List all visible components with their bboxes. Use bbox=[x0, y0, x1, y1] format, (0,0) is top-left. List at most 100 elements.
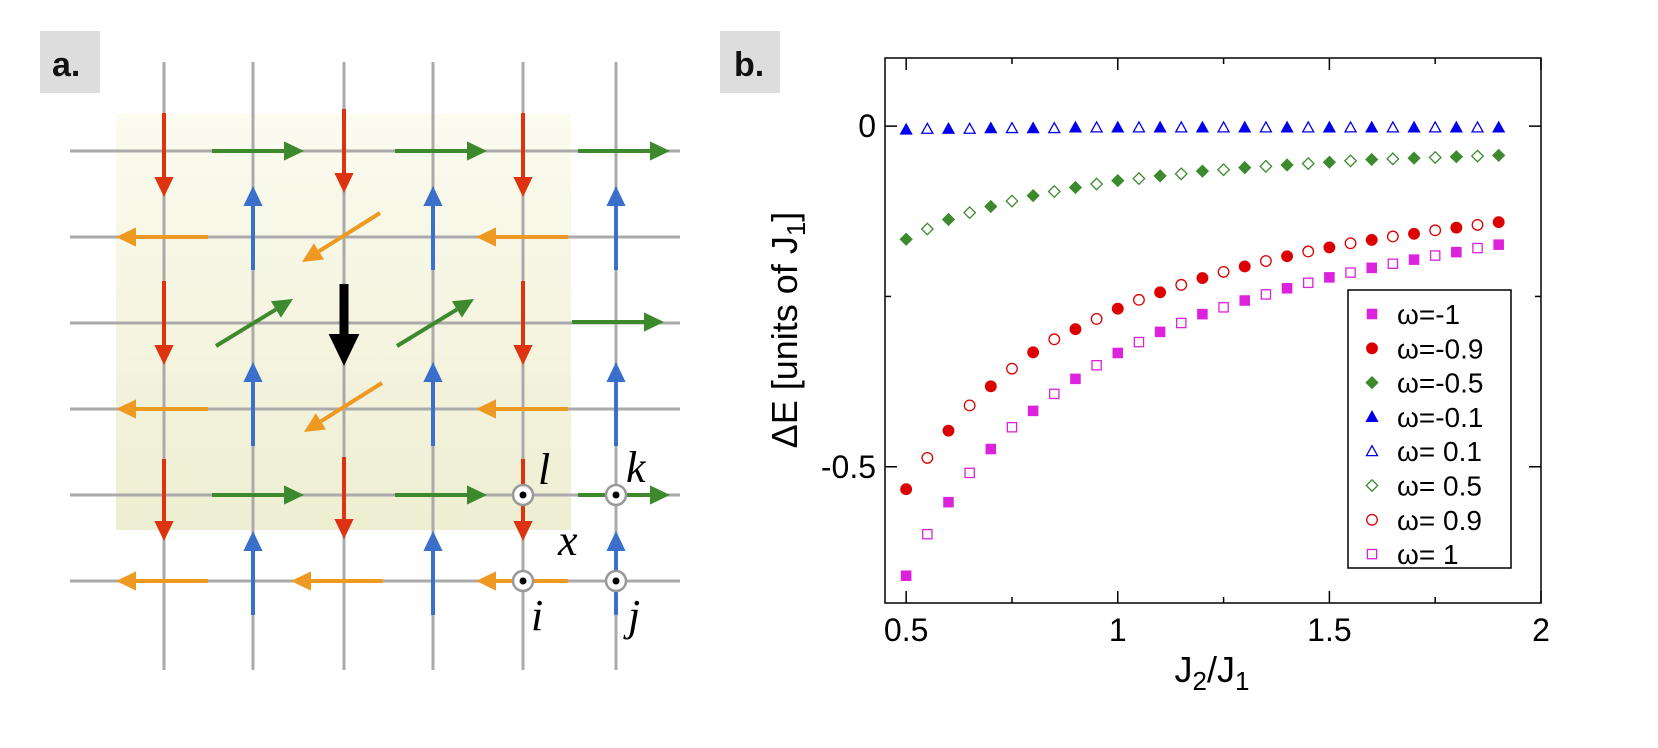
legend-marker bbox=[1366, 342, 1378, 355]
data-point bbox=[1281, 250, 1293, 263]
arrow-head bbox=[334, 519, 354, 539]
spin-arrow-up bbox=[243, 531, 263, 615]
spin-arrow-left bbox=[116, 571, 208, 591]
data-point bbox=[1196, 272, 1209, 284]
data-point bbox=[941, 212, 956, 227]
arrow-head bbox=[644, 312, 664, 332]
data-point bbox=[1449, 120, 1463, 133]
site-l bbox=[511, 483, 535, 507]
data-point bbox=[1281, 282, 1293, 294]
data-point bbox=[1216, 163, 1231, 177]
data-point bbox=[1239, 295, 1251, 306]
spin-arrow-right bbox=[395, 485, 487, 505]
data-point bbox=[1322, 155, 1337, 169]
legend-marker bbox=[1365, 478, 1379, 493]
data-point bbox=[941, 122, 956, 134]
site-label-i: i bbox=[531, 591, 543, 640]
arrow-head bbox=[606, 531, 626, 551]
data-point bbox=[1428, 150, 1442, 165]
spin-arrow-left bbox=[476, 399, 568, 419]
legend-marker bbox=[1365, 375, 1379, 390]
arrow-head bbox=[154, 345, 174, 365]
series bbox=[900, 216, 1505, 496]
data-point bbox=[1006, 362, 1018, 375]
spin-arrow-up bbox=[423, 186, 443, 270]
site-label-l: l bbox=[538, 445, 550, 494]
x-tick-label: 1 bbox=[1109, 612, 1127, 648]
spin-arrow-down bbox=[154, 281, 174, 365]
data-point bbox=[1153, 120, 1167, 133]
arrow-head bbox=[304, 413, 327, 432]
data-point bbox=[1386, 120, 1400, 133]
data-point bbox=[1343, 120, 1358, 133]
data-point bbox=[1450, 221, 1463, 234]
data-point bbox=[1471, 218, 1484, 231]
data-point bbox=[1027, 346, 1040, 359]
spin-arrow-left bbox=[116, 227, 208, 247]
spin-arrow-right bbox=[395, 141, 487, 161]
data-point bbox=[1322, 120, 1336, 133]
data-point bbox=[943, 496, 954, 508]
data-point bbox=[1323, 241, 1336, 254]
data-point bbox=[985, 443, 997, 455]
data-point bbox=[1195, 164, 1210, 178]
data-point bbox=[1301, 156, 1315, 171]
data-point bbox=[1090, 120, 1104, 133]
data-point bbox=[1408, 227, 1420, 240]
arrow-head bbox=[513, 521, 533, 541]
series bbox=[920, 149, 1485, 236]
arrow-head bbox=[243, 531, 263, 551]
legend-marker bbox=[1366, 513, 1378, 526]
arrow-head bbox=[154, 177, 174, 197]
data-point bbox=[1174, 167, 1188, 181]
data-point bbox=[984, 121, 998, 134]
data-point bbox=[1259, 120, 1273, 133]
data-point bbox=[1068, 120, 1083, 133]
site-label-k: k bbox=[626, 443, 647, 492]
y-tick-label: 0 bbox=[858, 108, 876, 144]
data-point bbox=[1408, 254, 1420, 265]
legend-marker bbox=[1366, 308, 1378, 320]
data-point bbox=[963, 399, 976, 412]
data-point bbox=[1386, 230, 1399, 243]
data-point bbox=[1365, 152, 1379, 167]
site-dot bbox=[612, 491, 620, 499]
data-point bbox=[1301, 120, 1315, 133]
data-point bbox=[1259, 255, 1272, 267]
arrow-head bbox=[284, 485, 304, 505]
x-axis-title: J2/J1 bbox=[1175, 649, 1250, 696]
spin-arrow-right bbox=[578, 141, 670, 161]
series bbox=[899, 148, 1506, 246]
data-point bbox=[1451, 246, 1462, 258]
data-point bbox=[1238, 120, 1252, 133]
central-spin-arrow bbox=[328, 284, 360, 366]
data-point bbox=[1154, 326, 1166, 338]
spin-arrow-up bbox=[243, 362, 263, 446]
arrow-head bbox=[423, 531, 443, 551]
spin-arrow-right bbox=[212, 485, 304, 505]
data-point bbox=[1238, 161, 1252, 175]
data-point bbox=[922, 528, 933, 540]
lattice-diagram: a. l k x i j bbox=[40, 31, 680, 670]
spin-arrow-up bbox=[606, 186, 626, 270]
arrow-head bbox=[513, 177, 533, 197]
legend: ω=-1ω=-0.9 ω=-0.5ω=-0.1ω= 0.1 ω= 0.5ω= 0.9… bbox=[1347, 289, 1512, 570]
panel-b-label-bg bbox=[720, 31, 780, 93]
data-point bbox=[1492, 120, 1506, 133]
data-point bbox=[1047, 184, 1061, 199]
data-point bbox=[1153, 169, 1167, 183]
data-point bbox=[1069, 323, 1082, 336]
spin-arrow-up bbox=[243, 186, 263, 270]
arrow-head bbox=[423, 362, 443, 382]
data-point bbox=[1195, 120, 1210, 133]
legend-marker bbox=[1365, 410, 1379, 422]
legend-label: ω= 0.1 bbox=[1397, 436, 1482, 467]
axis-ticks bbox=[885, 58, 1542, 603]
data-point bbox=[1089, 177, 1104, 191]
data-point bbox=[920, 122, 934, 134]
arrow-head bbox=[467, 141, 487, 161]
site-dot bbox=[612, 577, 620, 585]
data-point bbox=[942, 424, 955, 437]
data-point bbox=[1005, 194, 1019, 208]
spin-arrow-diagonal bbox=[395, 299, 474, 348]
